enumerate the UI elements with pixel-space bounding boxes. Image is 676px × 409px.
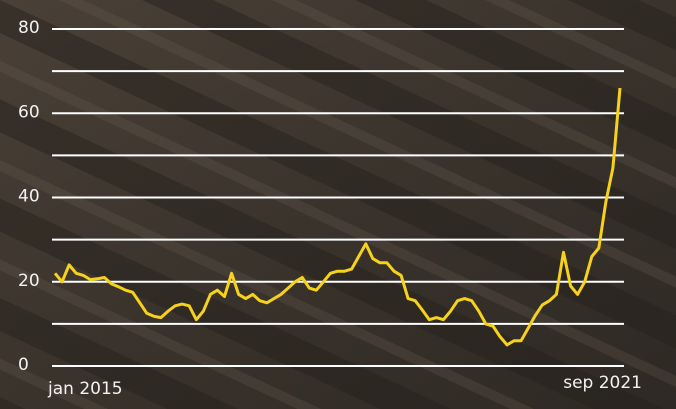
y-tick-label: 80 — [18, 18, 40, 38]
x-tick-label: sep 2021 — [563, 373, 642, 393]
y-tick-label: 20 — [18, 271, 40, 291]
x-tick-label: jan 2015 — [47, 379, 123, 399]
chart: 0 20 40 60 80 jan 2015 sep 2021 — [0, 0, 676, 409]
page: 020406080jan 2015sep 2021 (() => { const… — [0, 0, 676, 409]
y-tick-label: 60 — [18, 102, 40, 122]
background-texture — [0, 0, 676, 409]
y-tick-label: 40 — [18, 187, 40, 207]
y-tick-label: 0 — [18, 355, 29, 375]
